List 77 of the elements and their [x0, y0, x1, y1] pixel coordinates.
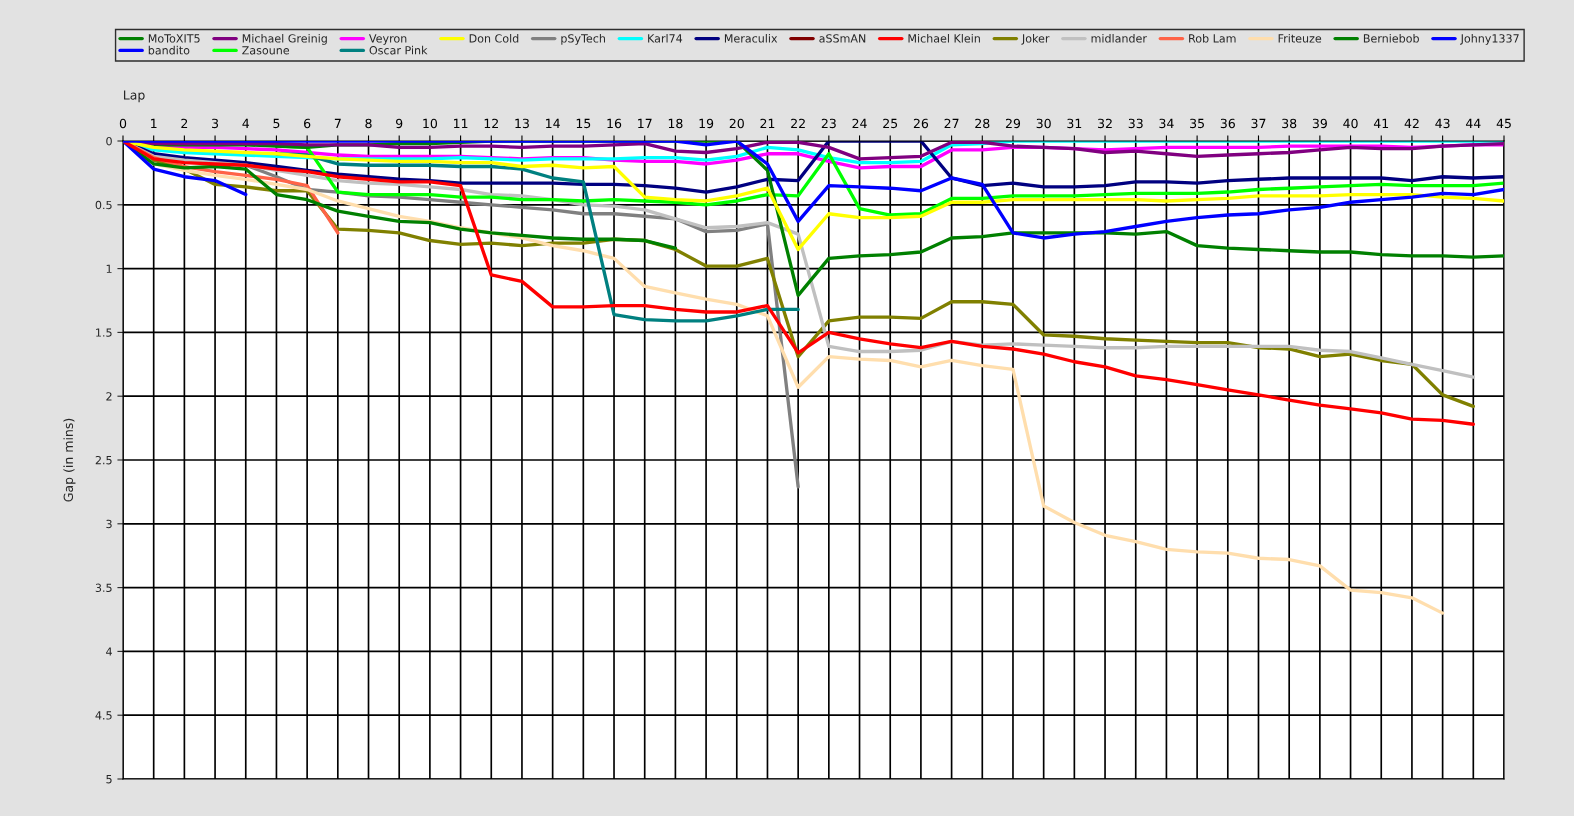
legend-label: MoToXIT5	[148, 34, 200, 43]
x-tick-label: 0	[119, 118, 127, 129]
y-tick-label: 4.5	[95, 711, 112, 720]
x-tick-label: 21	[760, 118, 775, 128]
x-tick-label: 43	[1435, 118, 1450, 129]
x-tick-label: 39	[1312, 118, 1327, 129]
x-tick-label: 17	[638, 118, 652, 128]
x-tick-label: 40	[1343, 118, 1358, 129]
x-tick-label: 5	[273, 118, 280, 129]
x-tick-label: 19	[699, 118, 714, 129]
x-tick-label: 18	[668, 118, 683, 129]
legend-label: Veyron	[369, 34, 407, 45]
x-tick-label: 23	[821, 118, 836, 129]
x-tick-label: 16	[607, 118, 622, 129]
legend-label: Friteuze	[1278, 34, 1322, 43]
legend-label: Michael Klein	[908, 34, 980, 43]
x-tick-label: 41	[1373, 118, 1389, 128]
x-tick-label: 24	[852, 118, 867, 128]
x-tick-label: 34	[1159, 118, 1174, 129]
x-tick-label: 28	[975, 118, 990, 129]
x-tick-label: 13	[515, 118, 529, 129]
y-axis-title: Gap (in mins)	[63, 418, 76, 502]
x-tick-label: 3	[212, 118, 219, 129]
y-tick-label: 3.5	[95, 583, 112, 592]
x-tick-label: 36	[1220, 118, 1235, 129]
x-tick-label: 11	[454, 118, 468, 128]
x-tick-label: 35	[1190, 118, 1204, 129]
legend-label: Joker	[1021, 34, 1050, 45]
x-tick-label: 45	[1496, 118, 1511, 129]
x-tick-label: 12	[484, 118, 498, 128]
x-tick-label: 29	[1005, 118, 1021, 129]
legend-label: Zasoune	[242, 46, 290, 55]
x-tick-label: 6	[304, 118, 311, 129]
x-tick-label: 27	[944, 118, 959, 128]
x-tick-label: 25	[883, 118, 898, 129]
x-tick-label: 38	[1282, 118, 1297, 129]
x-tick-label: 26	[913, 118, 929, 129]
legend-label: Rob Lam	[1189, 34, 1236, 43]
x-tick-label: 22	[791, 118, 805, 128]
x-tick-label: 15	[576, 118, 591, 129]
legend-label: Michael Greinig	[242, 34, 327, 45]
legend-label: Berniebob	[1363, 34, 1419, 43]
legend-label: Oscar Pink	[369, 45, 428, 55]
x-tick-label: 42	[1404, 118, 1419, 128]
y-tick-label: 2.5	[95, 455, 112, 465]
legend-label: Johny1337	[1460, 34, 1519, 45]
x-tick-label: 1	[151, 118, 157, 128]
legend-label: bandito	[148, 45, 190, 55]
x-axis-title: Lap	[123, 90, 145, 103]
legend-label: midlander	[1091, 34, 1147, 43]
y-tick-label: 3	[106, 519, 112, 529]
x-tick-label: 37	[1251, 118, 1266, 129]
x-tick-label: 7	[334, 118, 341, 128]
x-tick-label: 14	[546, 118, 560, 128]
legend-label: Meraculix	[724, 34, 778, 43]
x-tick-label: 10	[423, 118, 438, 129]
legend-label: Don Cold	[469, 34, 519, 43]
x-tick-label: 44	[1465, 118, 1481, 128]
x-tick-label: 30	[1036, 118, 1051, 129]
x-tick-label: 32	[1098, 118, 1112, 129]
y-tick-label: 0	[106, 136, 112, 146]
y-tick-label: 0.5	[95, 200, 112, 210]
x-tick-label: 8	[365, 118, 372, 129]
x-tick-label: 4	[242, 118, 250, 128]
legend-label: pSyTech	[561, 34, 605, 45]
x-tick-label: 33	[1128, 118, 1143, 129]
y-tick-label: 1.5	[96, 328, 112, 337]
x-tick-label: 9	[396, 118, 403, 129]
y-tick-label: 1	[106, 264, 112, 273]
y-tick-label: 4	[106, 647, 112, 656]
y-tick-label: 5	[106, 775, 112, 784]
x-tick-label: 20	[729, 118, 744, 129]
y-tick-label: 2	[106, 392, 112, 401]
x-tick-label: 2	[181, 118, 188, 128]
x-tick-label: 31	[1067, 118, 1082, 129]
legend-label: aSSmAN	[819, 34, 866, 43]
legend-label: Karl74	[648, 34, 683, 43]
